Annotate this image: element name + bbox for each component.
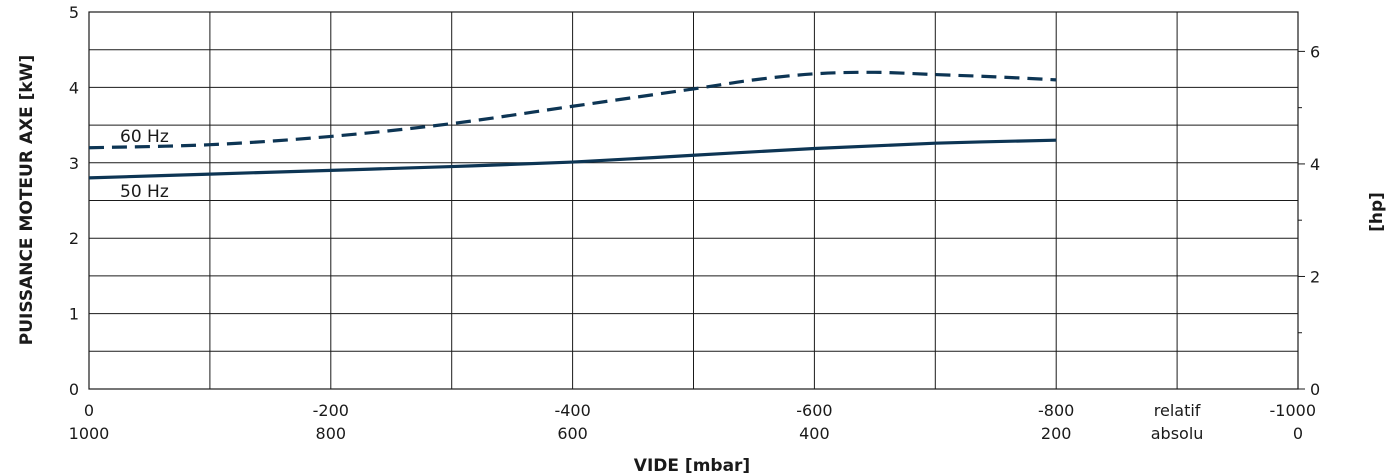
x-tick-label-relative: 0 <box>84 401 94 420</box>
y-tick-label-left: 0 <box>69 380 79 399</box>
y-tick-label-left: 5 <box>69 3 79 22</box>
y-tick-label-right: 4 <box>1310 155 1320 174</box>
y-tick-label-right: 2 <box>1310 267 1320 286</box>
y-tick-label-left: 1 <box>69 305 79 324</box>
plot-frame <box>88 11 1299 390</box>
y-tick-label-left: 2 <box>69 229 79 248</box>
x-tick-label-absolute: 800 <box>316 424 347 443</box>
series-label-50hz: 50 Hz <box>120 182 169 202</box>
x-tick-label-relative: -800 <box>1038 401 1074 420</box>
x-axis-title: VIDE [mbar] <box>634 456 750 475</box>
series-layer <box>88 70 1057 180</box>
series-line-50hz <box>88 138 1057 180</box>
x-tick-label-absolute: 600 <box>557 424 588 443</box>
x-tick-label-absolute: 1000 <box>69 424 110 443</box>
y-axis-title-left: PUISSANCE MOTEUR AXE [kW] <box>17 55 37 346</box>
y-tick-label-right: 0 <box>1310 380 1320 399</box>
x-scale-label-relative: relatif <box>1154 401 1201 420</box>
x-tick-label-absolute: 0 <box>1293 424 1303 443</box>
tick-labels: 0 2 4 6 0 1 2 3 4 5 0 1000 -200 800 -400 600 -600 400 -800… <box>69 3 1321 443</box>
x-tick-label-relative: -600 <box>796 401 832 420</box>
y-tick-label-left: 4 <box>69 78 79 97</box>
grid <box>88 11 1305 390</box>
x-tick-label-relative: -200 <box>313 401 349 420</box>
y-axis-title-right: [hp] <box>1367 192 1387 232</box>
x-tick-label-relative: -1000 <box>1270 401 1317 420</box>
y-tick-label-right: 6 <box>1310 42 1320 61</box>
series-line-60hz <box>88 70 1057 150</box>
series-label-60hz: 60 Hz <box>120 127 169 147</box>
y-tick-label-left: 3 <box>69 154 79 173</box>
x-tick-label-absolute: 400 <box>799 424 830 443</box>
x-tick-label-absolute: 200 <box>1041 424 1072 443</box>
x-tick-label-relative: -400 <box>554 401 590 420</box>
x-scale-label-absolute: absolu <box>1151 424 1204 443</box>
